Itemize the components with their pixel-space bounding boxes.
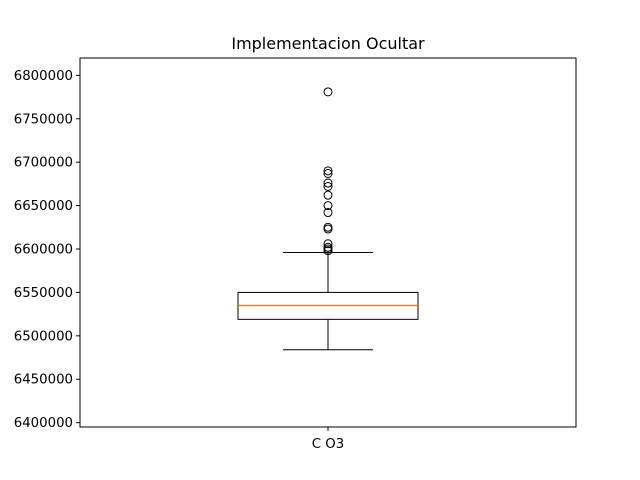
y-tick-label: 6600000 bbox=[14, 243, 73, 258]
y-tick-label: 6500000 bbox=[14, 329, 73, 344]
outlier-point bbox=[323, 166, 333, 176]
axes-frame bbox=[79, 57, 577, 428]
y-tick-label: 6550000 bbox=[14, 286, 73, 301]
y-tick-label: 6750000 bbox=[14, 112, 73, 127]
y-tick-label: 6450000 bbox=[14, 373, 73, 388]
outlier-point bbox=[323, 178, 333, 188]
y-tick-label: 6650000 bbox=[14, 199, 73, 214]
x-tick-label: C O3 bbox=[312, 437, 344, 452]
outlier-point bbox=[323, 181, 333, 191]
y-tick-label: 6700000 bbox=[14, 156, 73, 171]
plot-area bbox=[237, 87, 419, 351]
outlier-point bbox=[323, 222, 333, 232]
outlier-point bbox=[323, 87, 333, 97]
outlier-point bbox=[323, 168, 333, 178]
chart-title: Implementacion Ocultar bbox=[231, 34, 425, 53]
outlier-point bbox=[323, 239, 333, 249]
outlier-point bbox=[323, 190, 333, 200]
y-tick-label: 6800000 bbox=[14, 69, 73, 84]
outlier-point bbox=[323, 224, 333, 234]
outlier-point bbox=[323, 208, 333, 218]
axes: 6400000 6450000 6500000 6550000 6600000 66500… bbox=[14, 69, 344, 452]
outlier-point bbox=[323, 201, 333, 211]
y-tick-label: 6400000 bbox=[14, 416, 73, 431]
outlier-point bbox=[323, 242, 333, 252]
